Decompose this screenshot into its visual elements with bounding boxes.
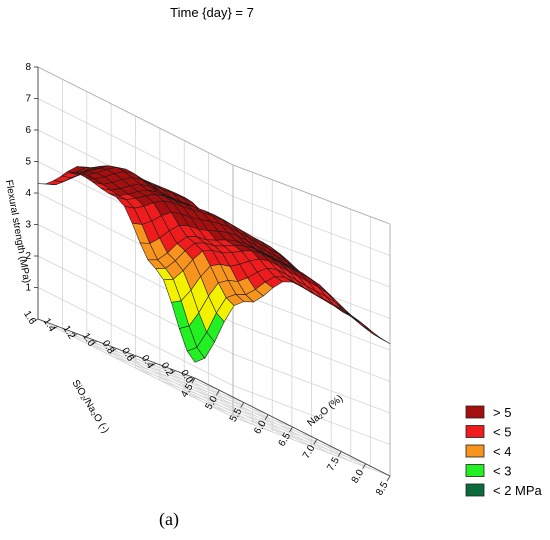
surface-layer <box>37 165 391 363</box>
legend-label: < 3 <box>493 464 511 479</box>
z-tick-label: 6 <box>25 125 31 136</box>
figure-caption: (a) <box>159 509 179 530</box>
legend-label: < 4 <box>493 444 511 459</box>
x-tick-mark <box>386 475 391 482</box>
legend-swatch <box>465 444 485 458</box>
y-tick-label: 1.4 <box>41 316 58 334</box>
legend-label: < 5 <box>493 425 511 440</box>
grid-line <box>37 318 234 418</box>
y-tick-mark <box>72 333 78 338</box>
y-tick-mark <box>32 318 39 323</box>
z-tick-label: 5 <box>25 157 31 168</box>
x-tick-mark <box>215 390 220 396</box>
y-tick-mark <box>91 340 98 345</box>
y-tick-label: 1.2 <box>60 324 77 342</box>
ticks-layer: 123456780.00.20.40.60.81.01.21.41.64.55.… <box>21 62 391 498</box>
y-tick-mark <box>111 348 117 352</box>
x-tick-mark <box>337 451 342 457</box>
grid-line <box>175 370 371 469</box>
surface-cell <box>325 295 344 311</box>
z-tick-label: 8 <box>25 62 31 73</box>
x-tick-label: 7.5 <box>325 455 342 473</box>
x-tick-mark <box>289 426 293 433</box>
x-tick-label: 8.5 <box>374 480 391 498</box>
legend-swatch <box>465 405 485 419</box>
grid-line <box>77 333 273 433</box>
y-tick-mark <box>189 377 196 382</box>
y-tick-label: 1.6 <box>21 309 38 327</box>
grid-line <box>155 362 351 462</box>
z-tick-label: 2 <box>25 251 31 262</box>
y-tick-mark <box>150 362 156 367</box>
x-tick-mark <box>240 402 245 408</box>
x-tick-mark <box>362 463 367 469</box>
x-tick-mark <box>313 439 318 445</box>
legend-label: > 5 <box>493 405 511 420</box>
legend-swatch <box>465 483 485 497</box>
grid-line <box>96 340 293 440</box>
grid-line <box>57 326 253 425</box>
y-tick-mark <box>52 325 58 330</box>
legend-label: < 2 MPa <box>493 483 543 498</box>
z-tick-label: 4 <box>25 188 31 199</box>
x-tick-mark <box>191 377 196 384</box>
legend-swatch <box>465 425 485 438</box>
grid-line <box>135 355 332 455</box>
y-tick-mark <box>130 355 137 360</box>
z-tick-label: 7 <box>25 94 31 105</box>
x-tick-mark <box>264 414 269 420</box>
frame-edge <box>37 66 234 166</box>
legend-swatch <box>465 464 485 477</box>
frame-edge <box>232 164 391 225</box>
z-tick-label: 1 <box>25 283 31 294</box>
x-tick-label: 8.0 <box>350 467 367 485</box>
z-tick-label: 3 <box>25 220 31 231</box>
legend: > 5 < 5 < 4 < 3 < 2 MPa <box>465 405 543 498</box>
y-tick-mark <box>170 370 176 375</box>
grid-line <box>116 348 312 447</box>
y-axis-label: SiO₂/Na₂O (-) <box>69 378 110 435</box>
surface-cell <box>186 347 206 363</box>
chart-title: Time {day} = 7 <box>170 5 254 20</box>
